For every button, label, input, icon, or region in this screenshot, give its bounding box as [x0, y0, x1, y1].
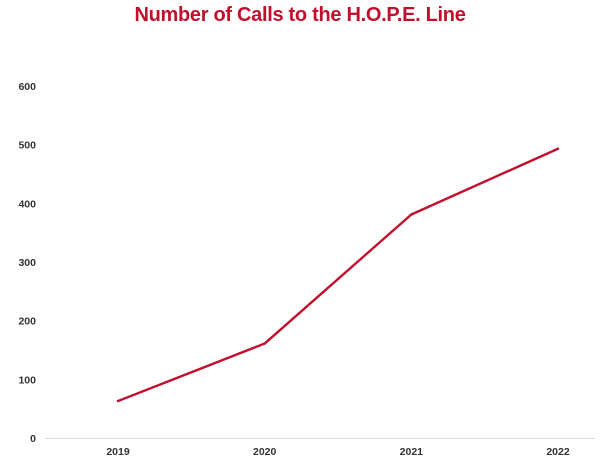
y-tick-label: 200: [18, 316, 36, 328]
y-tick-label: 400: [18, 198, 36, 210]
x-tick-label: 2021: [400, 446, 424, 458]
x-axis-ticks: 2019 2020 2021 2022: [106, 446, 570, 458]
x-tick-label: 2020: [253, 446, 277, 458]
y-tick-label: 300: [18, 257, 36, 269]
data-point: [116, 399, 120, 403]
chart-title: Number of Calls to the H.O.P.E. Line: [134, 4, 466, 26]
y-axis-ticks: 0 100 200 300 400 500 600: [18, 81, 36, 445]
y-tick-label: 500: [18, 140, 36, 152]
data-point: [263, 342, 266, 345]
y-tick-label: 600: [18, 81, 36, 93]
x-tick-label: 2022: [546, 446, 570, 458]
data-point: [410, 213, 413, 216]
data-point: [556, 147, 560, 150]
y-tick-label: 100: [18, 374, 36, 386]
x-tick-label: 2019: [106, 446, 130, 458]
series-line: [116, 147, 560, 403]
y-tick-label: 0: [30, 433, 36, 445]
data-points: [116, 147, 560, 403]
